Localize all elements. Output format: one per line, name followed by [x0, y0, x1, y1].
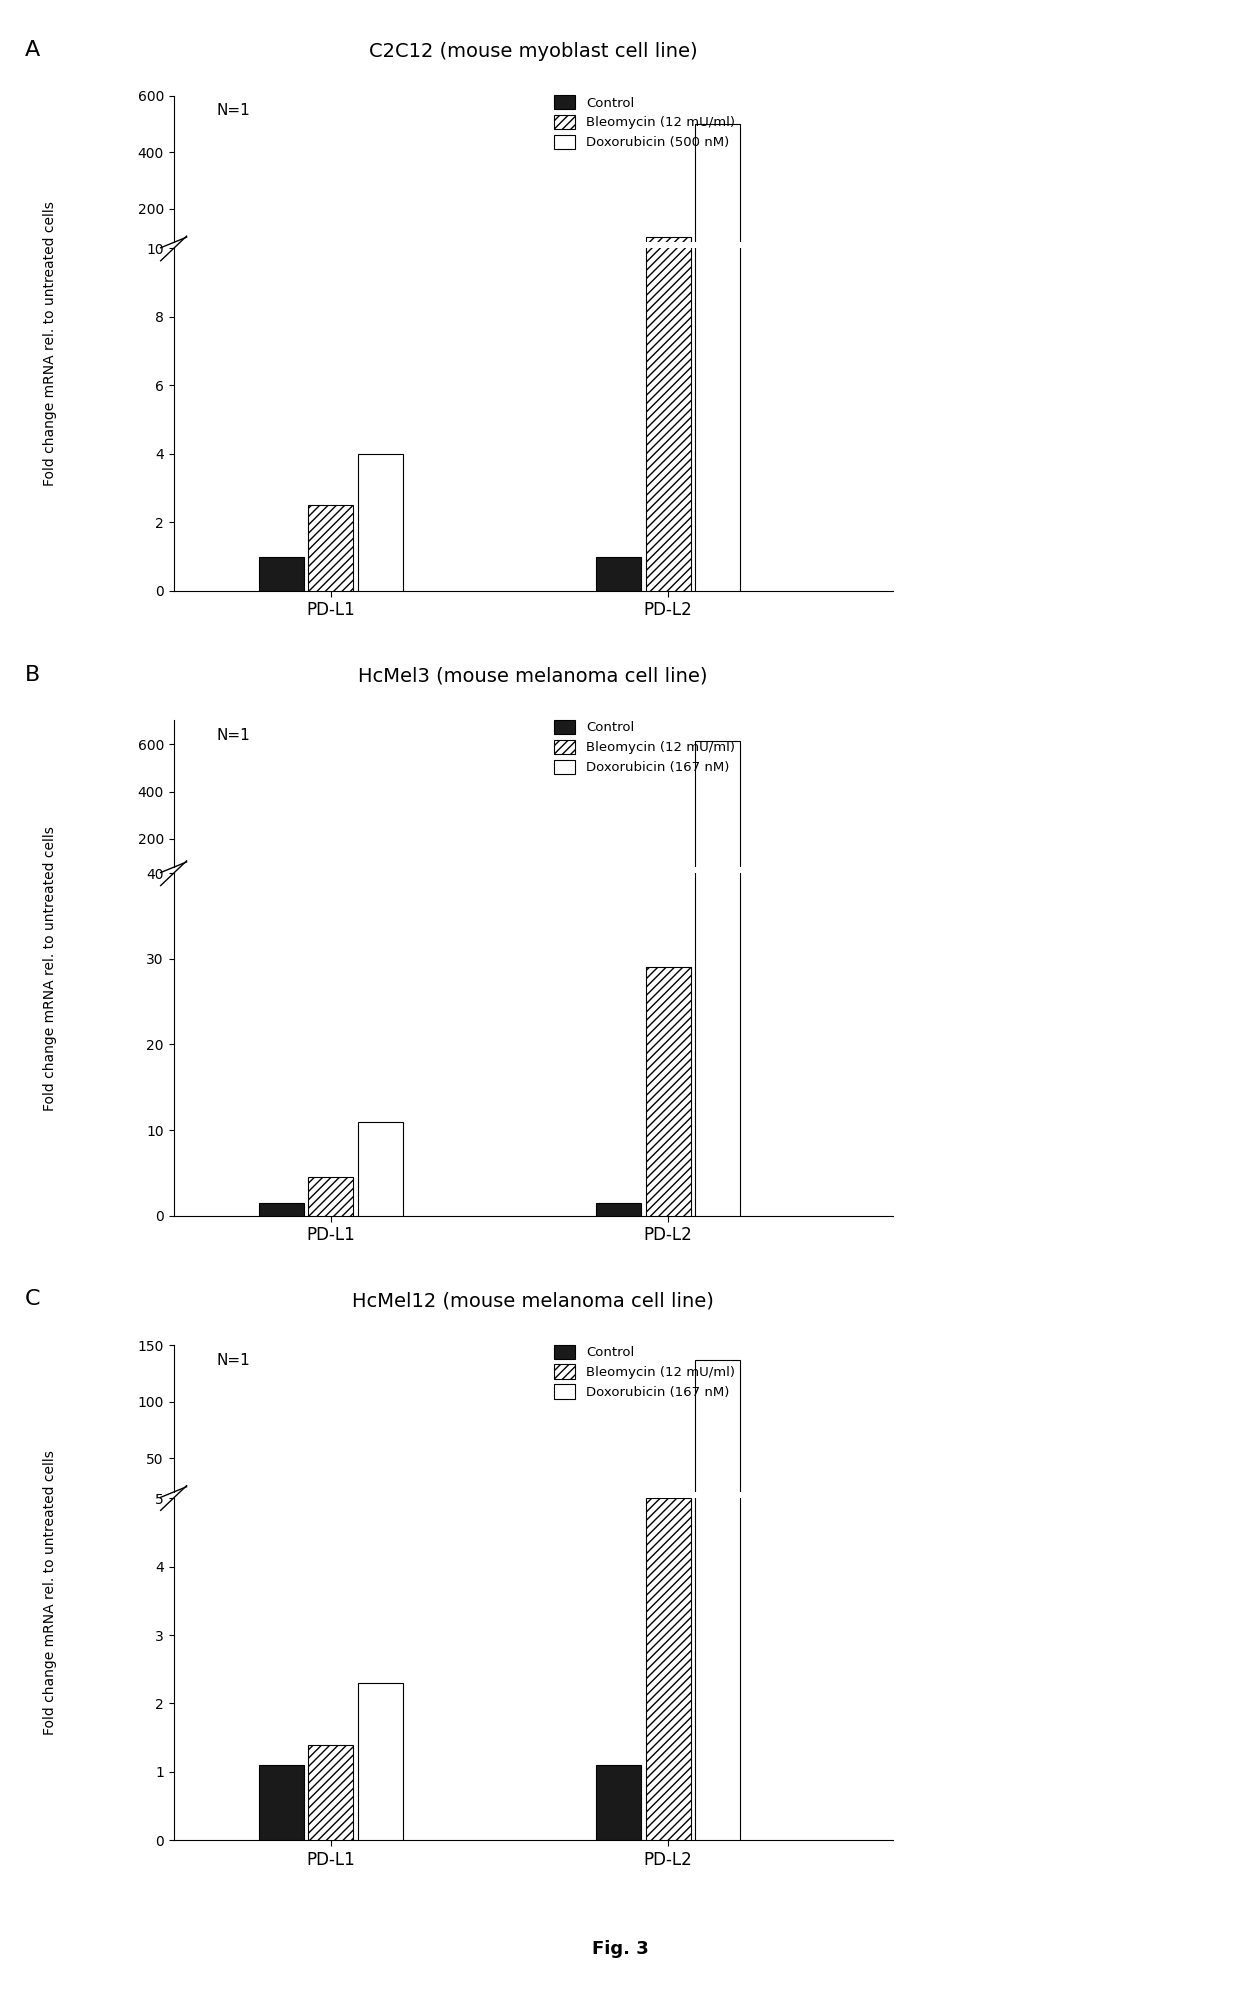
Bar	[694, 0, 740, 1840]
Text: A: A	[25, 40, 40, 60]
Text: C2C12 (mouse myoblast cell line): C2C12 (mouse myoblast cell line)	[368, 42, 698, 62]
Bar	[358, 1511, 403, 1515]
Text: Fold change mRNA rel. to untreated cells: Fold change mRNA rel. to untreated cells	[42, 1450, 57, 1735]
Text: Fig. 3: Fig. 3	[591, 1940, 649, 1958]
Text: N=1: N=1	[217, 104, 250, 118]
Bar	[596, 1202, 641, 1216]
Bar	[694, 0, 740, 1216]
Bar	[596, 1765, 641, 1840]
Text: Fold change mRNA rel. to untreated cells: Fold change mRNA rel. to untreated cells	[42, 201, 57, 487]
Text: HcMel3 (mouse melanoma cell line): HcMel3 (mouse melanoma cell line)	[358, 666, 708, 686]
Bar	[694, 0, 740, 590]
Bar	[646, 967, 691, 1216]
Bar	[259, 1202, 304, 1216]
Bar	[646, 0, 691, 590]
Bar	[259, 1765, 304, 1840]
Bar	[646, 1509, 691, 1515]
Bar	[309, 1745, 353, 1840]
Bar	[358, 883, 403, 885]
Bar	[358, 455, 403, 590]
Text: N=1: N=1	[217, 728, 250, 744]
Bar	[694, 1360, 740, 1515]
Bar	[358, 1121, 403, 1216]
Bar	[358, 1683, 403, 1840]
Text: N=1: N=1	[217, 1352, 250, 1368]
Bar	[596, 556, 641, 590]
Bar	[694, 740, 740, 885]
Bar	[694, 124, 740, 265]
Bar	[309, 1176, 353, 1216]
Legend: Control, Bleomycin (12 mU/ml), Doxorubicin (167 nM): Control, Bleomycin (12 mU/ml), Doxorubic…	[554, 720, 735, 774]
Legend: Control, Bleomycin (12 mU/ml), Doxorubicin (500 nM): Control, Bleomycin (12 mU/ml), Doxorubic…	[554, 96, 735, 150]
Legend: Control, Bleomycin (12 mU/ml), Doxorubicin (167 nM): Control, Bleomycin (12 mU/ml), Doxorubic…	[554, 1344, 735, 1400]
Bar	[646, 1497, 691, 1840]
Text: HcMel12 (mouse melanoma cell line): HcMel12 (mouse melanoma cell line)	[352, 1292, 714, 1310]
Bar	[259, 556, 304, 590]
Text: Fold change mRNA rel. to untreated cells: Fold change mRNA rel. to untreated cells	[42, 826, 57, 1111]
Text: B: B	[25, 664, 40, 684]
Text: C: C	[25, 1290, 40, 1310]
Bar	[646, 879, 691, 885]
Bar	[646, 237, 691, 265]
Bar	[309, 504, 353, 590]
